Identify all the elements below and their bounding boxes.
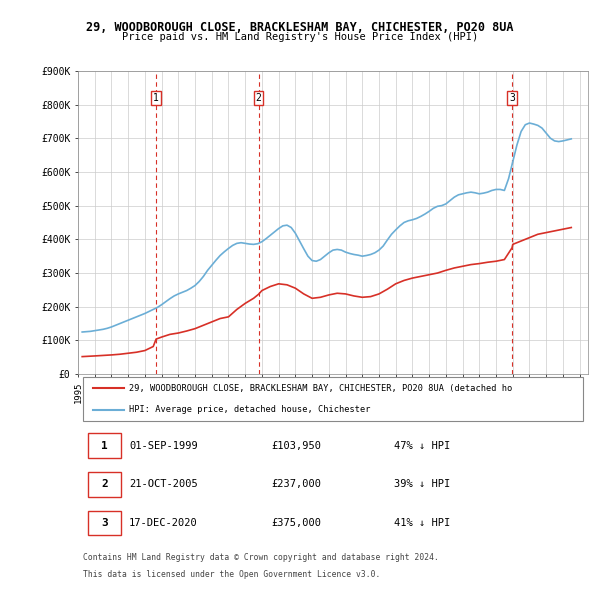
Text: 1: 1 [101,441,108,451]
Text: 1: 1 [153,93,159,103]
Text: 2: 2 [101,480,108,490]
Text: £375,000: £375,000 [272,518,322,528]
Text: 3: 3 [101,518,108,528]
Text: 29, WOODBOROUGH CLOSE, BRACKLESHAM BAY, CHICHESTER, PO20 8UA: 29, WOODBOROUGH CLOSE, BRACKLESHAM BAY, … [86,21,514,34]
FancyBboxPatch shape [88,434,121,458]
Text: HPI: Average price, detached house, Chichester: HPI: Average price, detached house, Chic… [129,405,371,414]
Text: £103,950: £103,950 [272,441,322,451]
Text: £237,000: £237,000 [272,480,322,490]
FancyBboxPatch shape [88,473,121,497]
Text: 17-DEC-2020: 17-DEC-2020 [129,518,198,528]
Text: 2: 2 [256,93,262,103]
Text: 29, WOODBOROUGH CLOSE, BRACKLESHAM BAY, CHICHESTER, PO20 8UA (detached ho: 29, WOODBOROUGH CLOSE, BRACKLESHAM BAY, … [129,384,512,392]
Text: This data is licensed under the Open Government Licence v3.0.: This data is licensed under the Open Gov… [83,570,380,579]
Text: 01-SEP-1999: 01-SEP-1999 [129,441,198,451]
Text: 21-OCT-2005: 21-OCT-2005 [129,480,198,490]
FancyBboxPatch shape [88,511,121,535]
Text: 3: 3 [509,93,515,103]
Text: 39% ↓ HPI: 39% ↓ HPI [394,480,451,490]
Text: 41% ↓ HPI: 41% ↓ HPI [394,518,451,528]
Text: Price paid vs. HM Land Registry's House Price Index (HPI): Price paid vs. HM Land Registry's House … [122,32,478,42]
Text: Contains HM Land Registry data © Crown copyright and database right 2024.: Contains HM Land Registry data © Crown c… [83,553,439,562]
Text: 47% ↓ HPI: 47% ↓ HPI [394,441,451,451]
FancyBboxPatch shape [83,376,583,421]
